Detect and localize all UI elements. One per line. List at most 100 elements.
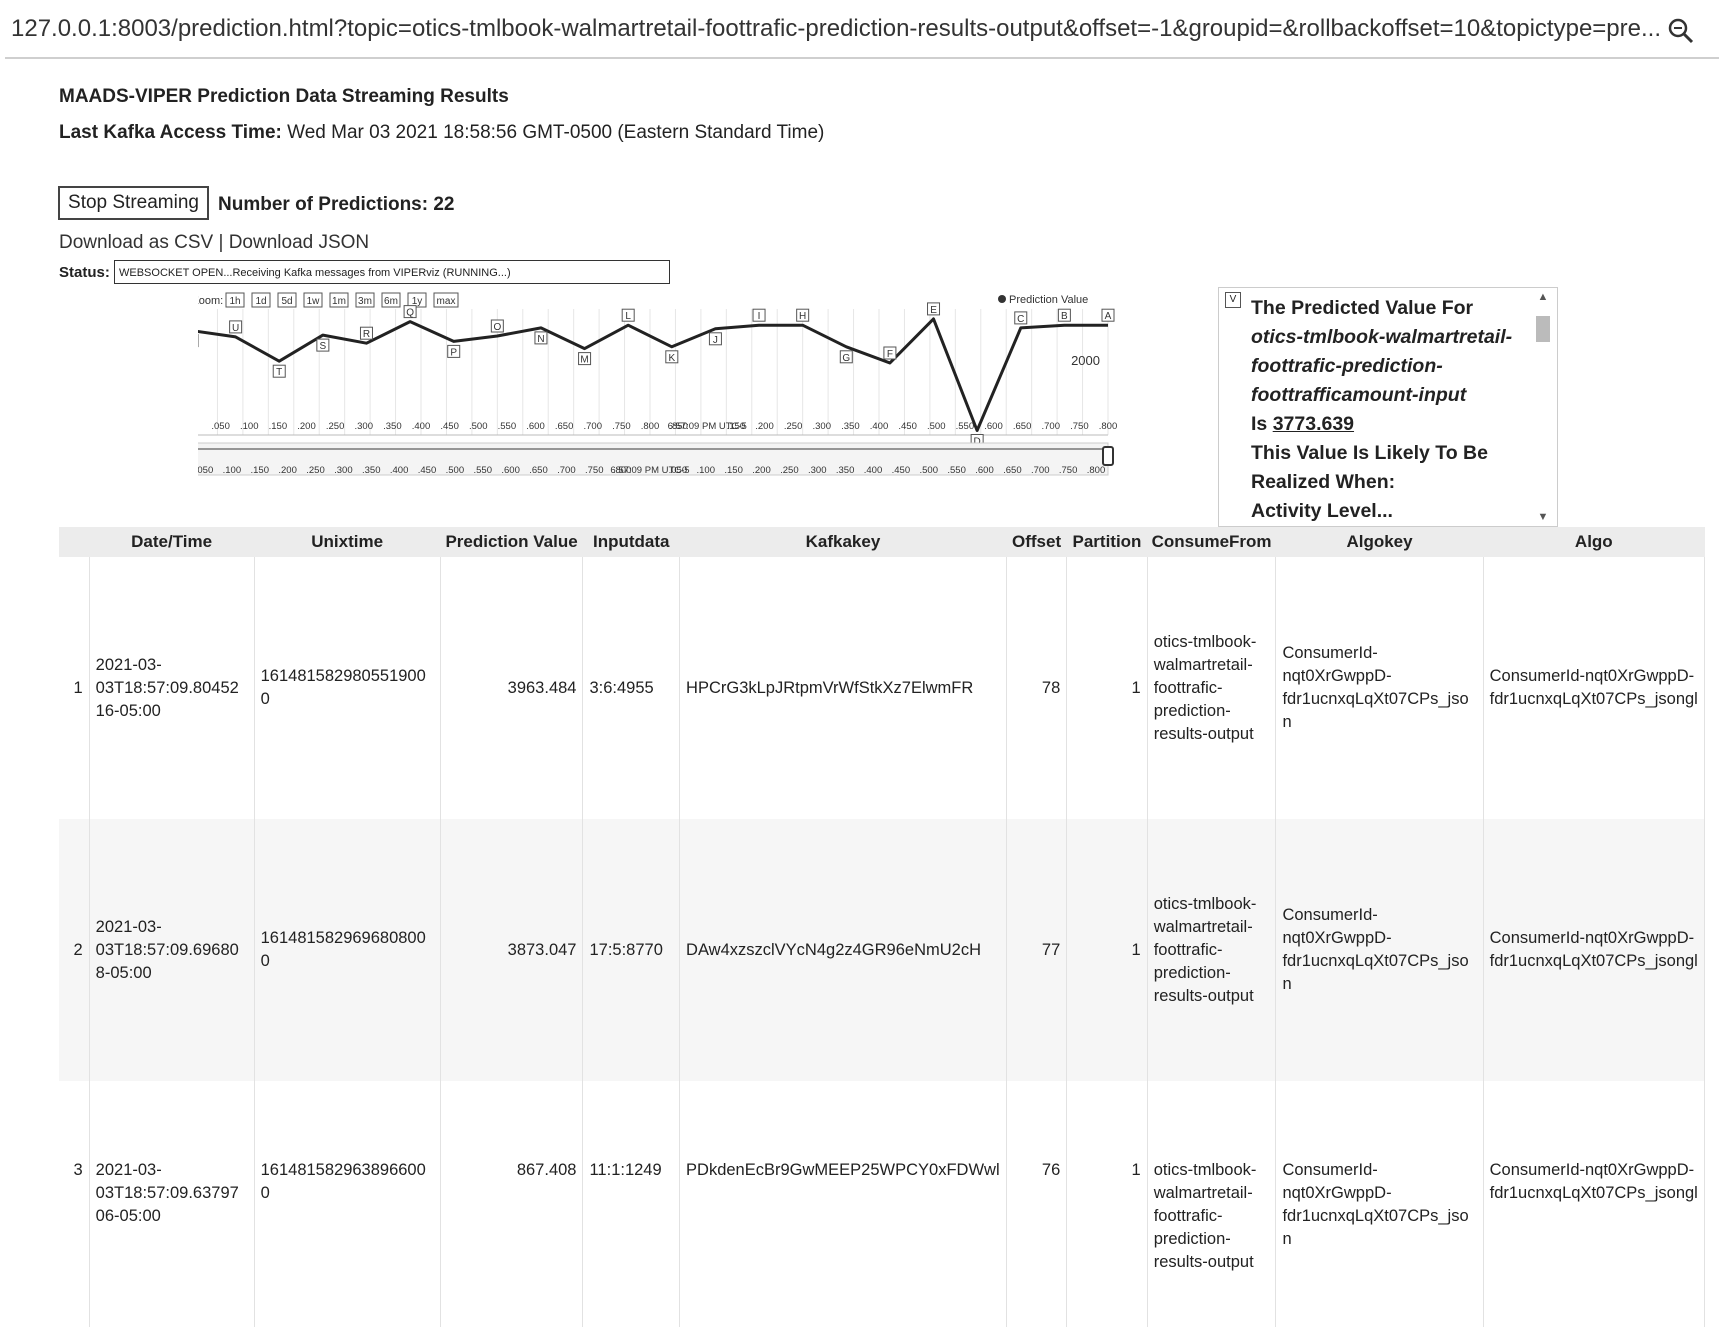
column-header[interactable]: Unixtime [254, 527, 441, 557]
zoom-button[interactable] [355, 292, 375, 308]
navigator-tick-label: .500 [446, 465, 465, 476]
zoom-button[interactable] [407, 292, 427, 308]
column-header[interactable]: Inputdata [582, 527, 680, 557]
zoom-button[interactable] [277, 292, 297, 308]
zoom-button-label[interactable]: 1y [412, 296, 423, 307]
zoom-button-label[interactable]: 1d [255, 296, 266, 307]
column-header[interactable]: Algokey [1275, 527, 1484, 557]
download-links: Download as CSV | Download JSON [59, 232, 369, 254]
prediction-series-line [191, 317, 1108, 432]
x-tick-label: 6:57:09 PM UTC-5 [668, 421, 747, 432]
zoom-button-label[interactable]: 6m [384, 296, 398, 307]
column-header[interactable]: Kafkakey [679, 527, 1007, 557]
flag-marker[interactable] [447, 344, 461, 358]
zoom-button[interactable] [329, 292, 349, 308]
flag-marker[interactable] [621, 308, 635, 322]
panel-toggle-box[interactable]: V [1225, 292, 1241, 308]
results-table: Date/Time Unixtime Prediction Value Inputda… [59, 527, 1706, 1327]
flag-label: A [1105, 311, 1112, 322]
zoom-icon[interactable] [1667, 17, 1695, 45]
flag-marker[interactable] [708, 332, 722, 346]
zoom-button[interactable] [225, 292, 245, 308]
navigator-tick-label: .050 [198, 465, 213, 476]
x-tick-label: 6... [198, 421, 199, 432]
status-field[interactable]: WEBSOCKET OPEN...Receiving Kafka message… [114, 260, 670, 284]
zoom-button[interactable] [303, 292, 323, 308]
navigator-tick-label: .650 [529, 465, 548, 476]
x-tick-label: .800 [641, 421, 660, 432]
x-tick-label: .800 [1099, 421, 1118, 432]
flag-marker[interactable] [752, 308, 766, 322]
flag-marker[interactable] [490, 319, 504, 333]
legend-marker [998, 295, 1006, 303]
zoom-button[interactable] [251, 292, 271, 308]
flag-marker[interactable] [272, 364, 286, 378]
column-header[interactable]: Algo [1483, 527, 1705, 557]
flag-marker[interactable] [927, 302, 941, 316]
flag-marker[interactable] [534, 331, 548, 345]
download-json-link[interactable]: Download JSON [228, 232, 370, 253]
flag-marker[interactable] [1014, 311, 1028, 325]
navigator-tick-label: .250 [780, 465, 799, 476]
address-bar[interactable]: 127.0.0.1:8003/prediction.html?topic=oti… [5, 5, 1719, 59]
navigator-tick-label: .300 [334, 465, 353, 476]
table-row[interactable]: 3 2021-03-03T18:57:09.6379706-05:00 161481… [59, 1081, 1706, 1327]
flag-marker[interactable] [403, 305, 417, 319]
table-cell: HPCrG3kLpJRtpmVrWfStkXz7ElwmFR [679, 557, 1007, 819]
x-tick-label: .050 [211, 421, 230, 432]
flag-marker[interactable] [1101, 308, 1115, 322]
flag-marker[interactable] [839, 350, 853, 364]
navigator-tick-label: .200 [752, 465, 771, 476]
url-text[interactable]: 127.0.0.1:8003/prediction.html?topic=oti… [11, 15, 1661, 42]
flag-marker[interactable] [1057, 308, 1071, 322]
zoom-button-label[interactable]: 1w [307, 296, 321, 307]
zoom-button[interactable] [381, 292, 401, 308]
table-row[interactable]: 1 2021-03-03T18:57:09.8045216-05:00 161481… [59, 557, 1706, 819]
zoom-button-label[interactable]: 1h [229, 296, 240, 307]
link-separator: | [213, 232, 229, 253]
scroll-up-icon[interactable]: ▲ [1537, 291, 1549, 303]
download-csv-link[interactable]: Download as CSV [59, 232, 214, 253]
prediction-chart-svg[interactable]: Zoom: 1h 1d 5d 1w 1m 3m 6m 1y max Prediction Value… [185, 287, 1218, 527]
navigator-handle-right[interactable] [1102, 446, 1114, 466]
zoom-button-label[interactable]: 5d [281, 296, 292, 307]
x-tick-label: .750 [612, 421, 631, 432]
flag-marker[interactable] [665, 350, 679, 364]
table-row[interactable]: 2 2021-03-03T18:57:09.696808-05:00 1614815… [59, 819, 1706, 1081]
column-header[interactable]: Date/Time [89, 527, 255, 557]
flag-marker[interactable] [316, 338, 330, 352]
navigator-tick-label: .350 [836, 465, 855, 476]
zoom-button[interactable] [433, 292, 459, 308]
table-cell: 1 [1066, 1081, 1148, 1327]
prediction-chart[interactable]: Zoom: 1h 1d 5d 1w 1m 3m 6m 1y max Prediction Value… [185, 287, 1218, 527]
flag-marker[interactable] [796, 308, 810, 322]
zoom-button-label[interactable]: max [437, 296, 456, 307]
navigator-tick-label: .650 [1003, 465, 1022, 476]
flag-label: I [758, 311, 761, 322]
table-cell: 3 [59, 1081, 90, 1327]
x-tick-label: .150 [269, 421, 288, 432]
x-tick-label: .100 [240, 421, 259, 432]
flag-marker[interactable] [359, 326, 373, 340]
flag-marker[interactable] [578, 352, 592, 366]
flag-label: P [450, 347, 457, 358]
flag-label: F [887, 349, 893, 360]
x-tick-label: .250 [784, 421, 803, 432]
zoom-button-label[interactable]: 3m [358, 296, 372, 307]
scroll-down-icon[interactable]: ▼ [1537, 511, 1549, 523]
flag-marker[interactable] [229, 320, 243, 334]
column-header[interactable]: Offset [1006, 527, 1067, 557]
flag-marker[interactable] [883, 346, 897, 360]
column-header[interactable]: ConsumeFrom [1147, 527, 1276, 557]
column-header[interactable]: Prediction Value [440, 527, 583, 557]
stop-streaming-button[interactable]: Stop Streaming [58, 186, 209, 220]
x-tick-label: .750 [1070, 421, 1089, 432]
panel-scrollbar[interactable]: ▲ ▼ [1533, 290, 1553, 524]
flag-label: U [232, 323, 239, 334]
predicted-value-text: The Predicted Value For otics-tmlbook-wa… [1251, 294, 1523, 526]
navigator-tick-label: .200 [278, 465, 297, 476]
scroll-thumb[interactable] [1536, 316, 1550, 342]
zoom-button-label[interactable]: 1m [332, 296, 346, 307]
column-header[interactable]: Partition [1066, 527, 1148, 557]
status-label: Status: [59, 264, 110, 281]
